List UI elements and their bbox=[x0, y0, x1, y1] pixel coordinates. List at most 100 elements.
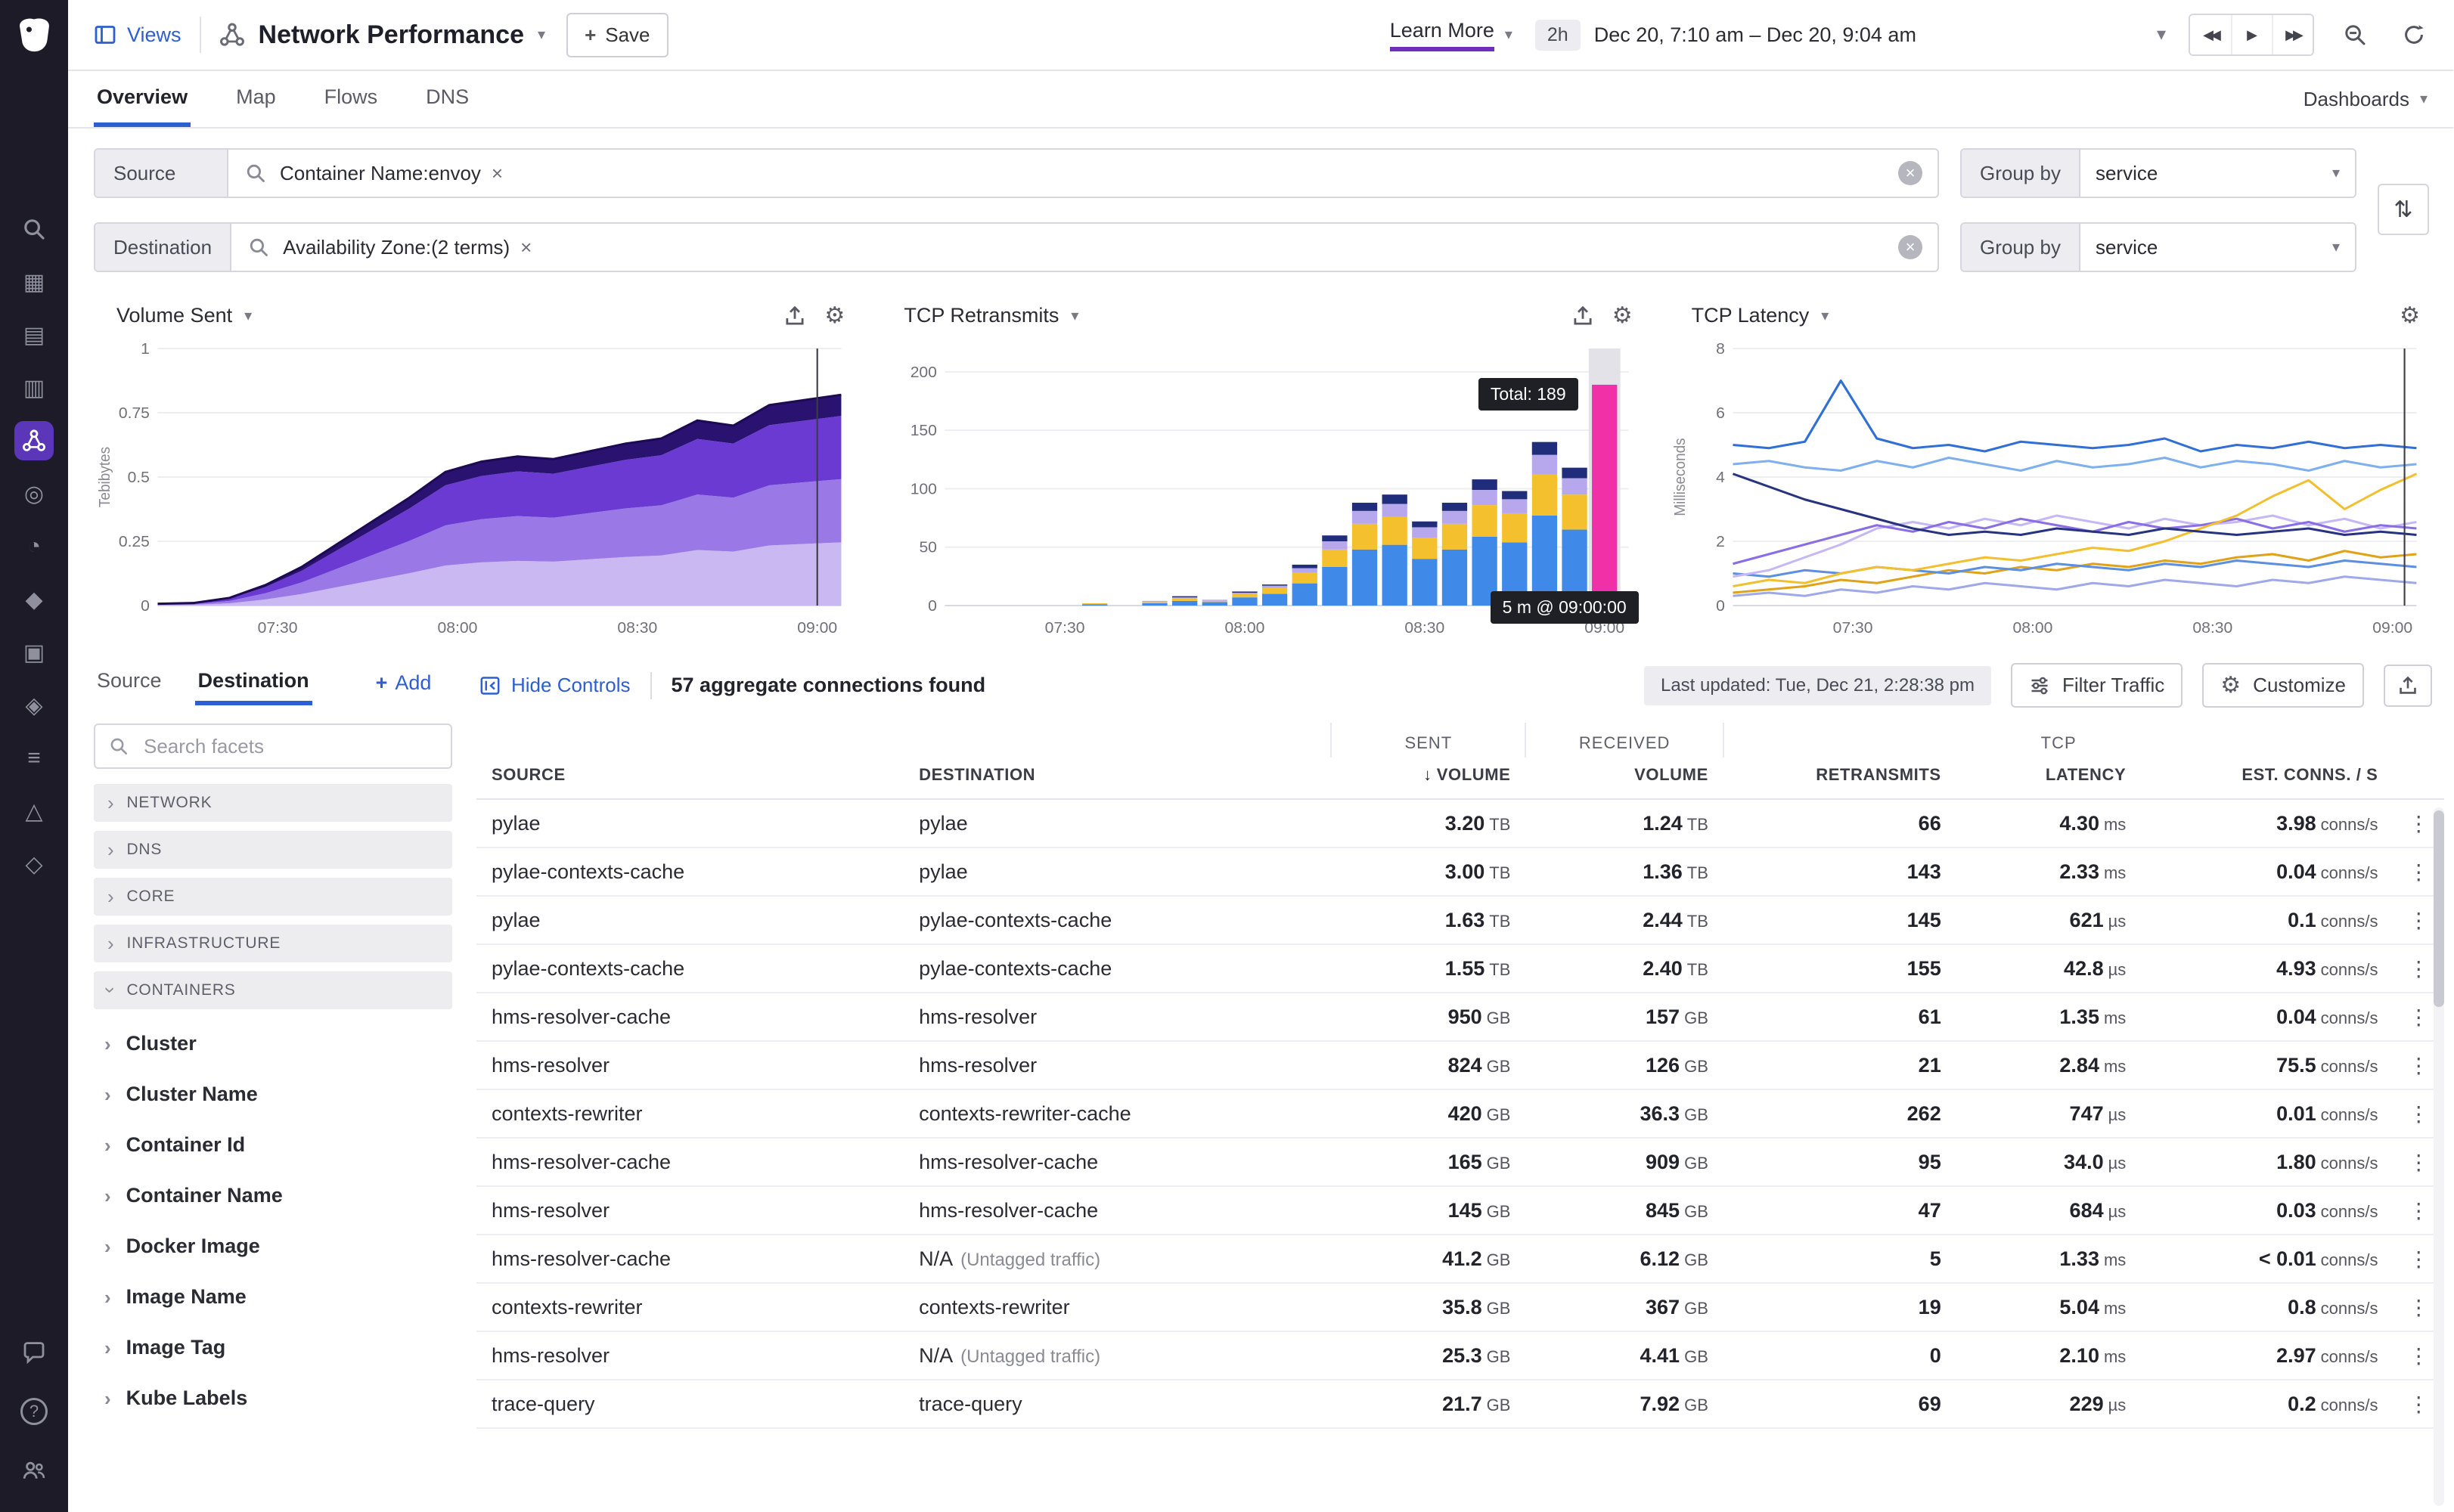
table-row[interactable]: contexts-rewritercontexts-rewriter-cache… bbox=[476, 1089, 2444, 1138]
zoom-out-button[interactable] bbox=[2337, 17, 2373, 53]
col-latency[interactable]: LATENCY bbox=[1956, 758, 2142, 799]
chat-icon[interactable] bbox=[0, 1326, 68, 1379]
destination-group-by-select[interactable]: service ▾ bbox=[2080, 224, 2355, 271]
network-icon[interactable] bbox=[0, 414, 68, 467]
tab-dns[interactable]: DNS bbox=[423, 71, 472, 127]
customize-button[interactable]: ⚙ Customize bbox=[2202, 663, 2364, 708]
facet-item-image-tag[interactable]: ›Image Tag bbox=[94, 1322, 452, 1373]
table-row[interactable]: hms-resolver-cachehms-resolver-cache165G… bbox=[476, 1138, 2444, 1186]
scrollbar-thumb[interactable] bbox=[2434, 810, 2444, 1007]
tcp-latency-chart[interactable]: 0246807:3008:0008:3009:00Milliseconds bbox=[1669, 330, 2429, 645]
cell-source: contexts-rewriter bbox=[476, 1283, 904, 1331]
table-row[interactable]: hms-resolver-cacheN/A(Untagged traffic)4… bbox=[476, 1235, 2444, 1283]
integrations-icon[interactable]: ◇ bbox=[0, 838, 68, 891]
table-row[interactable]: trace-querytrace-query21.7GB7.92GB69229µ… bbox=[476, 1380, 2444, 1428]
logs-icon[interactable]: ▣ bbox=[0, 626, 68, 679]
filter-traffic-button[interactable]: Filter Traffic bbox=[2011, 663, 2183, 708]
source-filter-tag[interactable]: Container Name:envoy × bbox=[280, 162, 503, 185]
facet-item-docker-image[interactable]: ›Docker Image bbox=[94, 1221, 452, 1272]
col-retransmits[interactable]: RETRANSMITS bbox=[1723, 758, 1956, 799]
tab-flows[interactable]: Flows bbox=[321, 71, 381, 127]
col-destination[interactable]: DESTINATION bbox=[904, 758, 1331, 799]
table-row[interactable]: hms-resolverN/A(Untagged traffic)25.3GB4… bbox=[476, 1331, 2444, 1380]
rum-icon[interactable]: ◆ bbox=[0, 573, 68, 626]
facet-tab-destination[interactable]: Destination bbox=[195, 660, 312, 705]
col-source[interactable]: SOURCE bbox=[476, 758, 904, 799]
title-chevron-down-icon[interactable]: ▾ bbox=[538, 27, 545, 42]
dashboards-dropdown[interactable]: Dashboards ▾ bbox=[2304, 71, 2428, 127]
facet-item-cluster[interactable]: ›Cluster bbox=[94, 1018, 452, 1069]
tab-overview[interactable]: Overview bbox=[94, 71, 191, 127]
alerts-icon[interactable]: △ bbox=[0, 785, 68, 838]
export-table-button[interactable] bbox=[2384, 665, 2432, 707]
export-icon[interactable] bbox=[1571, 305, 1594, 327]
table-row[interactable]: pylae-contexts-cachepylae3.00TB1.36TB143… bbox=[476, 847, 2444, 896]
gear-icon[interactable]: ⚙ bbox=[2400, 305, 2420, 327]
time-range-picker[interactable]: 2h Dec 20, 7:10 am – Dec 20, 9:04 am ▾ bbox=[1535, 20, 2166, 51]
rewind-button[interactable]: ◀◀ bbox=[2190, 15, 2231, 54]
volume-sent-chart[interactable]: 00.250.50.75107:3008:0008:3009:00Tebibyt… bbox=[94, 330, 854, 645]
facet-item-image-name[interactable]: ›Image Name bbox=[94, 1272, 452, 1322]
tab-map[interactable]: Map bbox=[233, 71, 279, 127]
col-volume-received[interactable]: VOLUME bbox=[1525, 758, 1723, 799]
chart-chevron-down-icon[interactable]: ▾ bbox=[1821, 308, 1829, 324]
table-row[interactable]: hms-resolverhms-resolver-cache145GB845GB… bbox=[476, 1186, 2444, 1235]
help-icon[interactable]: ? bbox=[0, 1385, 68, 1438]
play-button[interactable]: ▶ bbox=[2231, 15, 2272, 54]
source-group-by-select[interactable]: service ▾ bbox=[2080, 150, 2355, 197]
tag-close-icon[interactable]: × bbox=[492, 162, 503, 185]
destination-filter-tag[interactable]: Availability Zone:(2 terms) × bbox=[283, 236, 532, 259]
col-est-conns[interactable]: EST. CONNS. / S bbox=[2141, 758, 2393, 799]
facet-search-input[interactable] bbox=[141, 733, 437, 760]
page-title-group[interactable]: Network Performance ▾ bbox=[219, 20, 546, 50]
forward-button[interactable]: ▶▶ bbox=[2272, 15, 2313, 54]
security-icon[interactable]: ◈ bbox=[0, 679, 68, 732]
processes-icon[interactable]: ≡ bbox=[0, 732, 68, 785]
tag-close-icon[interactable]: × bbox=[520, 236, 532, 259]
metrics-icon[interactable]: ▥ bbox=[0, 361, 68, 414]
swap-source-destination-button[interactable]: ⇅ bbox=[2378, 184, 2429, 235]
facet-item-cluster-name[interactable]: ›Cluster Name bbox=[94, 1069, 452, 1120]
facet-item-container-name[interactable]: ›Container Name bbox=[94, 1170, 452, 1221]
time-preset-badge[interactable]: 2h bbox=[1535, 20, 1581, 51]
gear-icon[interactable]: ⚙ bbox=[1612, 305, 1633, 327]
destination-search-box[interactable]: Destination Availability Zone:(2 terms) … bbox=[94, 222, 1939, 272]
hostmap-icon[interactable]: ▦ bbox=[0, 256, 68, 308]
source-search-box[interactable]: Source Container Name:envoy × × bbox=[94, 148, 1939, 198]
export-icon[interactable] bbox=[783, 305, 806, 327]
facet-item-kube-labels[interactable]: ›Kube Labels bbox=[94, 1373, 452, 1424]
views-button[interactable]: Views bbox=[94, 23, 181, 47]
apm-icon[interactable]: ◎ bbox=[0, 467, 68, 520]
facet-group-dns[interactable]: ›DNS bbox=[94, 831, 452, 869]
facet-item-container-id[interactable]: ›Container Id bbox=[94, 1120, 452, 1170]
hide-controls-button[interactable]: Hide Controls bbox=[479, 674, 631, 697]
table-row[interactable]: contexts-rewritercontexts-rewriter35.8GB… bbox=[476, 1283, 2444, 1331]
infrastructure-icon[interactable]: ▤ bbox=[0, 308, 68, 361]
table-scrollbar[interactable] bbox=[2434, 807, 2444, 1506]
table-row[interactable]: pylae-contexts-cachepylae-contexts-cache… bbox=[476, 944, 2444, 993]
org-icon[interactable] bbox=[0, 1444, 68, 1497]
gear-icon[interactable]: ⚙ bbox=[824, 305, 845, 327]
facet-group-infrastructure[interactable]: ›INFRASTRUCTURE bbox=[94, 925, 452, 962]
facet-group-core[interactable]: ›CORE bbox=[94, 878, 452, 916]
table-row[interactable]: hms-resolver-cachehms-resolver950GB157GB… bbox=[476, 993, 2444, 1041]
datadog-logo[interactable] bbox=[11, 12, 57, 57]
chart-chevron-down-icon[interactable]: ▾ bbox=[1071, 308, 1078, 324]
refresh-button[interactable] bbox=[2396, 17, 2432, 53]
clear-filter-icon[interactable]: × bbox=[1898, 235, 1922, 259]
learn-more-dropdown[interactable]: Learn More ▾ bbox=[1390, 19, 1512, 51]
save-button[interactable]: + Save bbox=[566, 13, 668, 57]
facet-search-box[interactable] bbox=[94, 723, 452, 769]
table-row[interactable]: pylaepylae-contexts-cache1.63TB2.44TB145… bbox=[476, 896, 2444, 944]
chart-chevron-down-icon[interactable]: ▾ bbox=[244, 308, 252, 324]
search-icon[interactable] bbox=[0, 203, 68, 256]
facet-group-network[interactable]: ›NETWORK bbox=[94, 784, 452, 822]
facet-tab-source[interactable]: Source bbox=[94, 660, 165, 705]
col-volume-sent[interactable]: ↓VOLUME bbox=[1331, 758, 1525, 799]
facet-group-containers[interactable]: ›CONTAINERS bbox=[94, 971, 452, 1009]
table-row[interactable]: hms-resolverhms-resolver824GB126GB212.84… bbox=[476, 1041, 2444, 1089]
add-facet-button[interactable]: + Add bbox=[376, 660, 432, 705]
synthetics-icon[interactable]: ◔ bbox=[0, 520, 68, 573]
table-row[interactable]: pylaepylae3.20TB1.24TB664.30ms3.98conns/… bbox=[476, 799, 2444, 847]
clear-filter-icon[interactable]: × bbox=[1898, 161, 1922, 185]
